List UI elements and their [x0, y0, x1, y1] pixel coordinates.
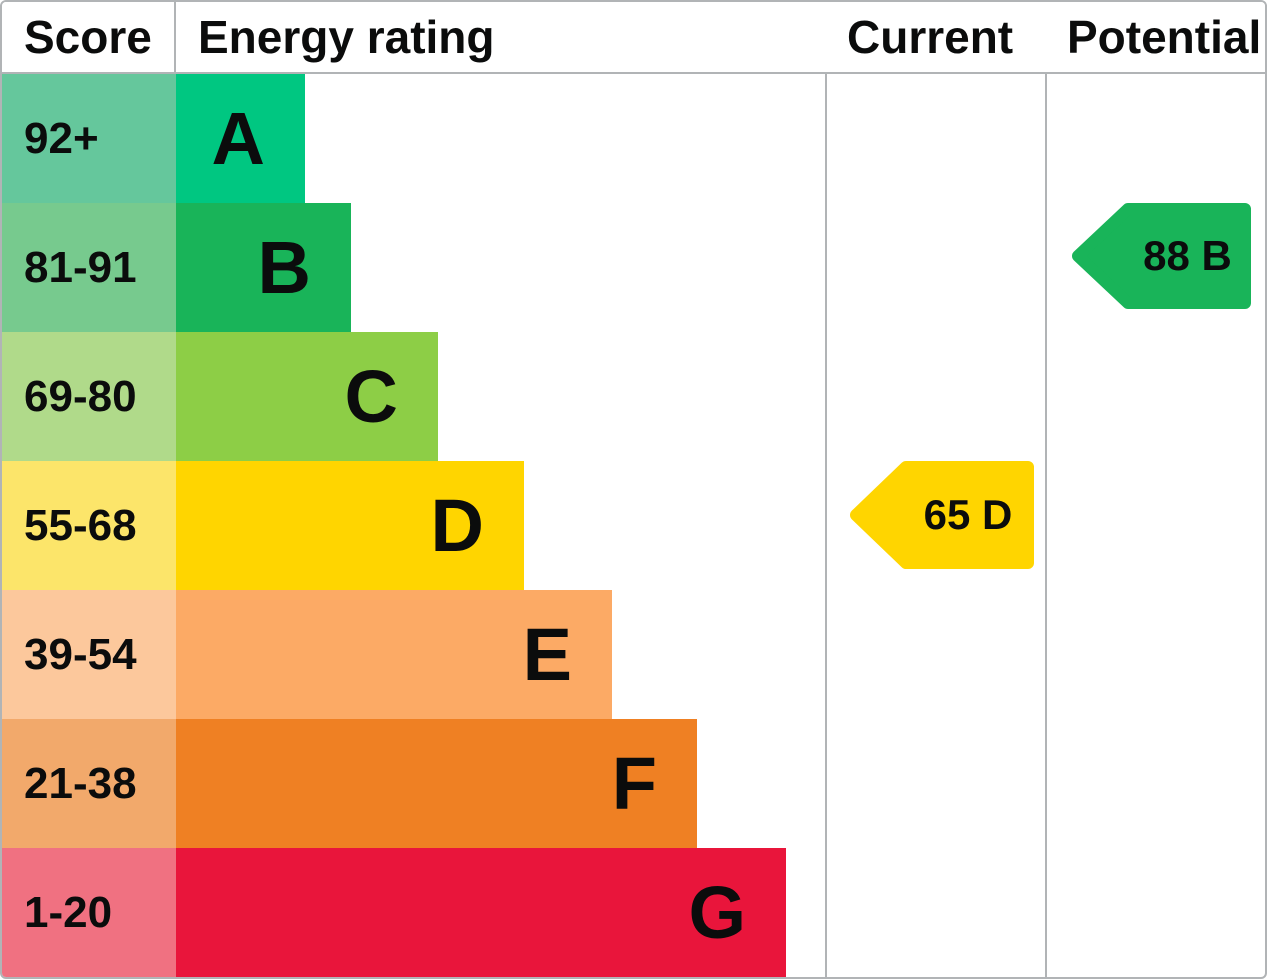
rating-bar-e: E [176, 590, 612, 719]
left-pointing-arrow-icon [850, 461, 1034, 569]
score-range-b: 81-91 [2, 203, 176, 332]
energy-rating-column-header: Energy rating [198, 11, 495, 63]
rating-bar-b: B [176, 203, 351, 332]
band-row-e: 39-54 E [2, 590, 825, 719]
current-column-header: Current [847, 11, 1014, 63]
score-range-e: 39-54 [2, 590, 176, 719]
score-column-header: Score [2, 2, 176, 72]
potential-column-header: Potential [1067, 11, 1262, 63]
rating-bar-c: C [176, 332, 438, 461]
potential-column-divider [1045, 2, 1047, 977]
band-row-b: 81-91 B [2, 203, 825, 332]
score-range-d: 55-68 [2, 461, 176, 590]
band-row-a: 92+ A [2, 74, 825, 203]
rating-bar-g: G [176, 848, 786, 977]
band-row-f: 21-38 F [2, 719, 825, 848]
rating-bar-f: F [176, 719, 697, 848]
score-range-c: 69-80 [2, 332, 176, 461]
band-row-g: 1-20 G [2, 848, 825, 977]
potential-rating-arrow: 88 B [1070, 203, 1253, 309]
rating-bands: 92+ A 81-91 B 69-80 C 55-68 D 39-54 E 21… [2, 74, 825, 977]
score-range-f: 21-38 [2, 719, 176, 848]
band-row-c: 69-80 C [2, 332, 825, 461]
potential-rating-value: 88 B [1143, 232, 1232, 279]
current-column-divider [825, 2, 827, 977]
current-rating-arrow: 65 D [848, 461, 1036, 569]
rating-bar-a: A [176, 74, 305, 203]
score-range-g: 1-20 [2, 848, 176, 977]
chart-header: Score Energy rating Current Potential [2, 2, 1265, 74]
left-pointing-arrow-icon [1072, 203, 1251, 309]
current-rating-value: 65 D [923, 491, 1013, 538]
rating-bar-d: D [176, 461, 524, 590]
band-row-d: 55-68 D [2, 461, 825, 590]
score-range-a: 92+ [2, 74, 176, 203]
